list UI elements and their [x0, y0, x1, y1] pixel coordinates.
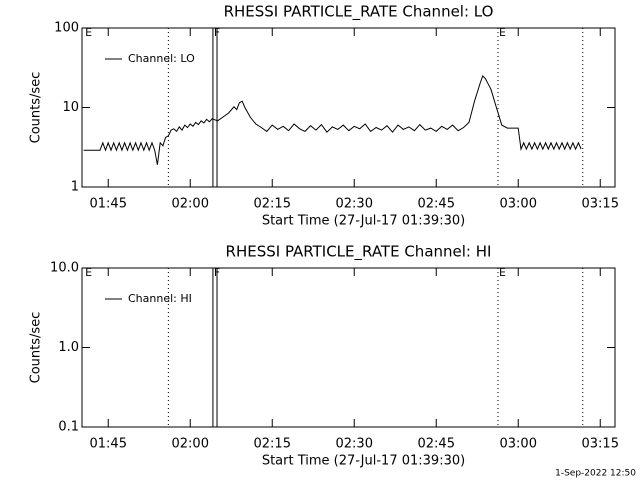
- x-tick-label: 02:45: [418, 437, 455, 452]
- x-axis-label: Start Time (27-Jul-17 01:39:30): [262, 454, 465, 469]
- x-tick-label: 03:15: [582, 197, 619, 212]
- marker-label: E: [499, 266, 506, 279]
- x-tick-label: 02:30: [336, 197, 373, 212]
- chart-title: RHESSI PARTICLE_RATE Channel: HI: [226, 243, 492, 262]
- x-tick-label: 02:00: [172, 197, 209, 212]
- x-tick-label: 01:45: [90, 197, 127, 212]
- legend-label: Channel: LO: [128, 52, 195, 65]
- footer-date: 1-Sep-2022 12:50: [555, 469, 636, 479]
- y-axis-label: Counts/sec: [29, 312, 44, 384]
- x-tick-label: 02:15: [254, 437, 291, 452]
- x-axis-label: Start Time (27-Jul-17 01:39:30): [262, 214, 465, 229]
- y-tick-label: 1.0: [58, 340, 79, 355]
- x-tick-label: 03:00: [500, 437, 537, 452]
- y-tick-label: 0.1: [58, 420, 79, 435]
- x-tick-label: 02:00: [172, 437, 209, 452]
- x-tick-label: 02:15: [254, 197, 291, 212]
- marker-label: E: [85, 266, 92, 279]
- y-axis-label: Counts/sec: [29, 72, 44, 144]
- marker-label: E: [85, 26, 92, 39]
- x-tick-label: 01:45: [90, 437, 127, 452]
- legend-label: Channel: HI: [128, 292, 192, 305]
- y-tick-label: 10: [62, 100, 79, 115]
- data-line: [83, 74, 582, 165]
- x-tick-label: 03:00: [500, 197, 537, 212]
- y-tick-label: 100: [54, 21, 79, 36]
- x-tick-label: 03:15: [582, 437, 619, 452]
- x-tick-label: 02:45: [418, 197, 455, 212]
- y-tick-label: 10.0: [50, 261, 79, 276]
- x-tick-label: 02:30: [336, 437, 373, 452]
- chart-title: RHESSI PARTICLE_RATE Channel: LO: [224, 3, 494, 22]
- marker-label: E: [499, 26, 506, 39]
- y-tick-label: 1: [71, 180, 79, 195]
